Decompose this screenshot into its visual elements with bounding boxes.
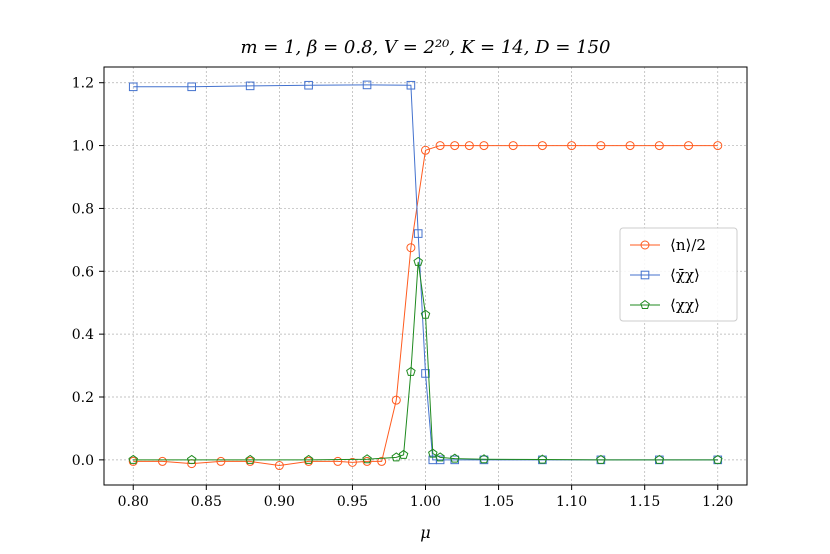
series-line [133,145,718,467]
data-point [479,141,489,151]
data-point [303,454,314,464]
data-point [449,453,460,463]
data-point [640,240,650,250]
data-point [713,454,723,464]
legend-label: ⟨χχ⟩ [670,296,700,314]
series-layer [128,80,723,471]
data-point [245,81,255,91]
data-point [362,454,372,464]
data-point [435,452,445,462]
x-tick-label: 0.90 [264,494,295,510]
legend-label: ⟨χ̄χ⟩ [670,266,700,284]
axis-ticks: 0.80 0.85 0.90 0.95 1.00 1.05 1.10 1.15 1.20 0.0 0… [72,76,734,510]
data-point [421,369,430,378]
data-point [304,456,314,466]
data-point [406,243,416,253]
y-tick-label: 0.6 [72,264,94,280]
data-point [128,454,138,464]
data-point [128,456,138,466]
x-tick-label: 1.10 [556,494,587,510]
data-point [435,141,445,151]
legend-label: ⟨n⟩/2 [670,236,706,254]
x-tick-label: 1.05 [483,494,514,510]
data-point [567,141,577,151]
data-point [479,454,489,464]
data-point [362,456,372,466]
data-point [398,449,409,459]
data-point [435,455,445,465]
data-point [157,456,167,466]
series-3 [128,256,723,464]
data-point [684,141,694,151]
y-tick-label: 0.2 [72,390,94,406]
data-point [640,270,650,280]
data-point [413,229,423,238]
data-point [362,80,372,90]
data-point [128,82,138,92]
data-point [186,454,197,464]
data-point [377,456,387,466]
data-point [391,395,401,405]
data-point [304,80,313,90]
data-point [216,456,226,466]
data-point [625,141,635,151]
y-tick-label: 0.0 [72,453,94,469]
x-tick-label: 0.95 [337,494,368,510]
data-point [406,80,416,90]
data-point [464,141,474,151]
chart-title: m = 1, β = 0.8, V = 2²⁰, K = 14, D = 150 [241,37,611,58]
data-point [537,454,548,464]
data-point [654,454,665,464]
data-point [596,141,606,151]
data-point [654,141,664,151]
data-point [537,141,547,151]
x-tick-label: 0.80 [118,494,149,510]
y-tick-label: 1.2 [72,76,94,92]
data-point [413,256,423,266]
data-point [421,145,430,155]
series-1 [128,141,723,471]
data-point [428,448,438,458]
y-tick-label: 1.0 [72,139,94,155]
y-tick-label: 0.8 [72,201,94,217]
legend-box [619,227,738,322]
data-point [245,456,255,466]
data-point [333,456,343,466]
x-tick-label: 1.20 [702,494,733,510]
x-tick-label: 0.85 [191,494,222,510]
data-point [420,309,431,319]
data-point [274,461,284,471]
data-point [347,457,357,467]
data-point [508,141,518,151]
y-tick-label: 0.4 [72,327,94,343]
data-point [245,454,255,464]
series-line [133,261,718,461]
data-point [450,141,460,151]
grid-lines [104,67,747,485]
data-point [596,454,606,464]
x-tick-label: 1.00 [410,494,441,510]
x-tick-label: 1.15 [629,494,660,510]
data-point [187,82,196,92]
x-axis-label: μ [420,523,430,542]
data-point [640,299,650,310]
legend: ⟨n⟩/2 ⟨χ̄χ⟩ ⟨χχ⟩ [619,227,738,322]
data-point [406,366,416,376]
data-point [713,141,723,151]
